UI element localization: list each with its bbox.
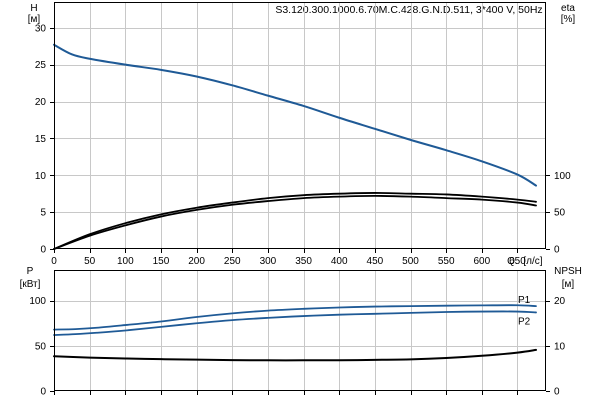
top-right-axis-label: eta [561,3,575,14]
top-left-axis-label: H [30,3,37,14]
top-left-axis-unit: [м] [28,14,41,25]
bottom-left-axis-unit: [кВт] [20,279,41,290]
bottom-right-tick-label: 20 [554,296,566,307]
bottom-right-tick-label: 0 [554,387,560,398]
x-axis-label: Q [507,256,515,267]
top-left-tick-label: 25 [35,60,47,71]
bottom-right-axis-unit: [м] [562,279,575,290]
x-tick-label: 300 [260,256,277,267]
top-head-curve-0 [53,43,538,187]
x-tick-label: 100 [117,256,134,267]
top-plot-frame [54,2,546,249]
x-tick-label: 200 [188,256,205,267]
bottom-npsh-curve-2 [53,348,538,362]
x-tick-label: 600 [473,256,490,267]
top-left-tick-label: 30 [35,23,47,34]
series-label-p2: P2 [518,316,531,327]
x-tick-label: 250 [224,256,241,267]
x-tick-label: 450 [367,256,384,267]
x-tick-label: 550 [438,256,455,267]
x-tick-label: 350 [295,256,312,267]
top-left-tick-label: 0 [40,245,46,256]
x-tick-label: 50 [84,256,96,267]
top-eta-curve-2 [53,195,537,250]
x-axis-unit: [л/с] [523,256,542,267]
bottom-power-curve-0 [53,304,537,331]
bottom-left-tick-label: 50 [35,341,47,352]
top-left-tick-label: 10 [35,171,47,182]
x-tick-label: 0 [51,256,57,267]
x-tick-label: 650 [509,256,526,267]
bottom-left-tick-label: 0 [40,387,46,398]
top-right-tick-label: 100 [554,171,571,182]
chart-title: S3.120.300.1000.6.70M.C.428.G.N.D.511, 3… [275,4,542,16]
bottom-plot-frame [54,270,546,391]
top-left-tick-label: 15 [35,134,47,145]
series-label-p1: P1 [518,295,531,306]
bottom-right-axis-label: NPSH [554,266,582,277]
bottom-left-tick-label: 100 [29,296,46,307]
top-right-tick-label: 50 [554,208,566,219]
x-tick-label: 500 [402,256,419,267]
top-left-tick-label: 5 [40,208,46,219]
top-right-tick-label: 0 [554,245,560,256]
x-tick-label: 400 [331,256,348,267]
x-tick-label: 150 [153,256,170,267]
top-eta-curve-1 [53,192,537,250]
bottom-left-axis-label: P [27,266,34,277]
top-right-axis-unit: [%] [561,14,576,25]
top-left-tick-label: 20 [35,97,47,108]
bottom-right-tick-label: 10 [554,341,566,352]
bottom-power-curve-1 [53,310,537,336]
